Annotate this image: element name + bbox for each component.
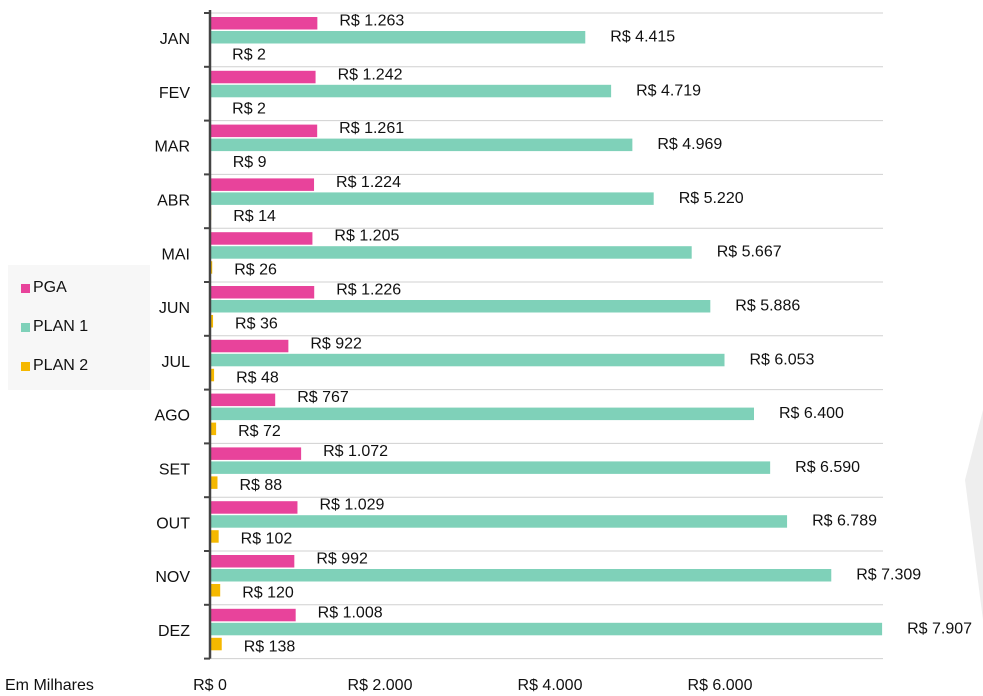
y-tick-label: DEZ: [158, 623, 190, 640]
x-tick-label: R$ 6.000: [688, 677, 753, 694]
y-tick-label: JAN: [160, 31, 190, 48]
bar: [210, 339, 289, 353]
bar: [210, 393, 276, 407]
bar: [210, 246, 692, 259]
bar: [210, 422, 217, 436]
bar: [210, 584, 221, 597]
y-tick-label: NOV: [155, 569, 190, 586]
y-tick-label: OUT: [156, 515, 190, 532]
bar: [210, 608, 296, 622]
bar: [210, 315, 214, 328]
data-label: R$ 120: [242, 584, 294, 601]
bar: [210, 501, 298, 514]
y-tick-label: FEV: [159, 85, 190, 102]
bar: [210, 407, 754, 421]
data-label: R$ 5.886: [735, 297, 800, 314]
legend-swatch: [21, 362, 30, 371]
legend-box: [8, 265, 150, 390]
data-label: R$ 5.220: [679, 190, 744, 207]
data-label: R$ 102: [241, 531, 293, 548]
legend-swatch: [21, 323, 30, 332]
data-label: R$ 1.224: [336, 174, 401, 191]
y-tick-label: MAR: [154, 139, 190, 156]
x-tick-label: R$ 0: [193, 677, 227, 694]
data-label: R$ 6.053: [750, 351, 815, 368]
y-tick-label: JUN: [159, 300, 190, 317]
y-tick-label: ABR: [157, 193, 190, 210]
legend-label: PGA: [33, 279, 67, 296]
x-tick-label: R$ 2.000: [348, 677, 413, 694]
data-label: R$ 9: [233, 154, 267, 171]
data-label: R$ 1.072: [323, 443, 388, 460]
bar: [210, 124, 318, 138]
data-label: R$ 1.242: [338, 66, 403, 83]
bar: [210, 368, 215, 382]
data-label: R$ 4.719: [636, 82, 701, 99]
bar: [210, 530, 219, 543]
data-label: R$ 14: [233, 208, 276, 225]
data-label: R$ 6.590: [795, 459, 860, 476]
data-label: R$ 7.907: [907, 620, 972, 637]
bar: [210, 476, 218, 489]
bar: [210, 637, 222, 651]
data-label: R$ 992: [316, 550, 368, 567]
bar: [210, 555, 295, 568]
data-label: R$ 922: [310, 335, 362, 352]
y-tick-label: JUL: [162, 354, 191, 371]
data-label: R$ 1.263: [339, 12, 404, 29]
data-label: R$ 1.029: [319, 497, 384, 514]
data-label: R$ 48: [236, 369, 279, 386]
data-label: R$ 26: [234, 262, 277, 279]
data-label: R$ 1.205: [334, 228, 399, 245]
axis-note: Em Milhares: [5, 677, 94, 694]
data-label: R$ 1.261: [339, 120, 404, 137]
data-label: R$ 1.226: [336, 281, 401, 298]
bar: [210, 353, 725, 367]
bar: [210, 300, 711, 313]
bar: [210, 17, 318, 30]
bar: [210, 138, 633, 152]
data-label: R$ 4.415: [610, 28, 675, 45]
data-label: R$ 6.789: [812, 513, 877, 530]
bar: [210, 232, 313, 245]
data-label: R$ 72: [238, 423, 281, 440]
data-label: R$ 7.309: [856, 566, 921, 583]
data-label: R$ 767: [297, 389, 349, 406]
bar: [210, 84, 612, 98]
data-label: R$ 5.667: [717, 244, 782, 261]
data-label: R$ 88: [239, 477, 282, 494]
bar: [210, 192, 654, 205]
y-tick-label: SET: [159, 462, 190, 479]
data-label: R$ 6.400: [779, 405, 844, 422]
bar: [210, 622, 883, 636]
y-tick-label: MAI: [162, 246, 190, 263]
data-label: R$ 2: [232, 46, 266, 63]
x-tick-label: R$ 4.000: [518, 677, 583, 694]
y-tick-label: AGO: [154, 408, 190, 425]
data-label: R$ 2: [232, 100, 266, 117]
data-label: R$ 1.008: [318, 604, 383, 621]
legend-label: PLAN 1: [33, 318, 88, 335]
legend-label: PLAN 2: [33, 357, 88, 374]
data-label: R$ 4.969: [657, 136, 722, 153]
bar: [210, 286, 315, 299]
bar: [210, 447, 302, 460]
bar: [210, 569, 832, 582]
bar: [210, 70, 316, 84]
legend-swatch: [21, 284, 30, 293]
bar: [210, 515, 788, 528]
data-label: R$ 36: [235, 315, 278, 332]
bar: [210, 461, 771, 474]
bar: [210, 31, 586, 44]
data-label: R$ 138: [244, 638, 296, 655]
bar: [210, 178, 315, 191]
decoration: [965, 410, 983, 620]
